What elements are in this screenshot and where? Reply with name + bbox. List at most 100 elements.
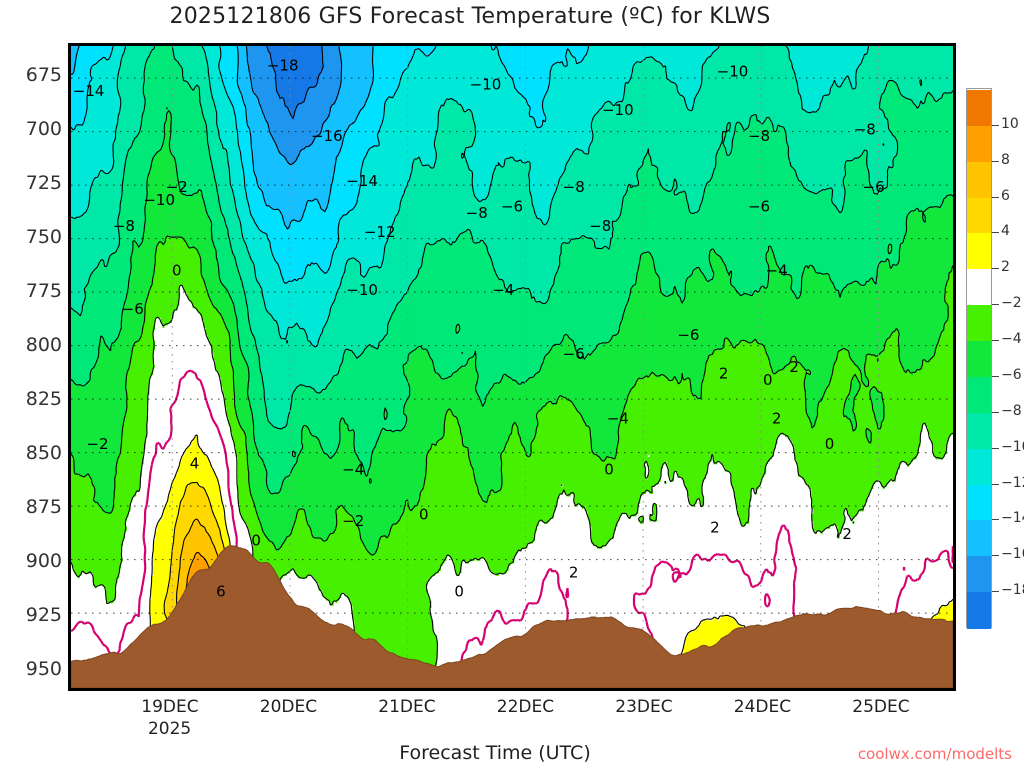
x-axis-title: Forecast Time (UTC) bbox=[399, 742, 591, 764]
credit-watermark: coolwx.com/modelts bbox=[857, 745, 1012, 763]
colorbar-tick-mark bbox=[992, 124, 999, 126]
svg-text:2: 2 bbox=[569, 563, 579, 581]
svg-text:0: 0 bbox=[825, 435, 835, 453]
y-axis-tick-675: 675 bbox=[25, 64, 62, 87]
colorbar-tick-6: 6 bbox=[1001, 187, 1010, 204]
y-axis-tick-900: 900 bbox=[25, 550, 62, 573]
svg-text:2: 2 bbox=[789, 358, 799, 376]
colorbar-band bbox=[967, 448, 991, 486]
x-axis-tick-25dec: 25DEC bbox=[852, 697, 910, 717]
colorbar-tick-mark bbox=[992, 232, 999, 234]
y-axis-tick-850: 850 bbox=[25, 442, 62, 465]
colorbar-tick-minus8: −8 bbox=[1001, 402, 1022, 419]
x-axis-tick-24dec: 24DEC bbox=[733, 697, 792, 717]
colorbar-band bbox=[967, 376, 991, 414]
contour-canvas: −14−18−16−14−12−10−10−10−10−8 −8−6−6−4−8−… bbox=[71, 46, 953, 688]
colorbar-tick-mark bbox=[992, 268, 999, 270]
svg-text:−6: −6 bbox=[122, 300, 144, 318]
colorbar: 10 8 6 4 2 −2 −4 −6 −8 −10 −12 −14 −16 −18 bbox=[966, 88, 1024, 644]
y-axis-tick-950: 950 bbox=[25, 658, 62, 681]
colorbar-band bbox=[967, 484, 991, 521]
svg-text:0: 0 bbox=[251, 531, 261, 549]
colorbar-tick-minus12: −12 bbox=[1001, 474, 1024, 491]
colorbar-tick-mark bbox=[992, 411, 999, 413]
svg-text:−2: −2 bbox=[86, 435, 108, 453]
svg-text:−10: −10 bbox=[602, 101, 634, 119]
colorbar-tick-mark bbox=[992, 447, 999, 449]
colorbar-band bbox=[967, 90, 991, 127]
svg-text:−8: −8 bbox=[563, 178, 585, 196]
svg-text:−4: −4 bbox=[766, 262, 788, 280]
y-axis: 675 700 725 750 775 800 825 850 875 900 925 950 bbox=[0, 43, 62, 691]
svg-text:2: 2 bbox=[772, 409, 782, 427]
svg-text:0: 0 bbox=[172, 262, 182, 280]
svg-text:−8: −8 bbox=[589, 217, 611, 235]
colorbar-band bbox=[967, 341, 991, 378]
colorbar-tick-minus18: −18 bbox=[1001, 582, 1024, 599]
y-axis-tick-700: 700 bbox=[25, 118, 62, 141]
y-axis-tick-875: 875 bbox=[25, 496, 62, 519]
svg-text:0: 0 bbox=[604, 461, 614, 479]
svg-text:−8: −8 bbox=[466, 204, 488, 222]
colorbar-tick-mark bbox=[992, 340, 999, 342]
y-axis-tick-775: 775 bbox=[25, 280, 62, 303]
svg-text:−6: −6 bbox=[748, 198, 770, 216]
page-title: 2025121806 GFS Forecast Temperature (ºC)… bbox=[169, 4, 771, 29]
svg-text:−14: −14 bbox=[73, 82, 105, 100]
colorbar-tick-mark bbox=[992, 555, 999, 557]
svg-text:−16: −16 bbox=[311, 127, 343, 145]
colorbar-tick-mark bbox=[992, 519, 999, 521]
svg-text:−10: −10 bbox=[470, 76, 502, 94]
x-axis-tick-21dec: 21DEC bbox=[378, 697, 436, 717]
colorbar-tick-mark bbox=[992, 160, 999, 162]
svg-text:2: 2 bbox=[710, 519, 720, 537]
colorbar-tick-minus6: −6 bbox=[1001, 366, 1022, 383]
y-axis-tick-825: 825 bbox=[25, 388, 62, 411]
svg-text:6: 6 bbox=[216, 583, 226, 601]
colorbar-tick-minus10: −10 bbox=[1001, 438, 1024, 455]
svg-text:−6: −6 bbox=[501, 198, 523, 216]
svg-text:2: 2 bbox=[842, 525, 852, 543]
colorbar-tick-mark bbox=[992, 196, 999, 198]
y-axis-tick-725: 725 bbox=[25, 172, 62, 195]
y-axis-tick-925: 925 bbox=[25, 604, 62, 627]
colorbar-band bbox=[967, 197, 991, 235]
colorbar-band bbox=[967, 592, 991, 629]
y-axis-tick-750: 750 bbox=[25, 226, 62, 249]
svg-text:−8: −8 bbox=[854, 121, 876, 139]
colorbar-band bbox=[967, 305, 991, 342]
colorbar-tick-8: 8 bbox=[1001, 151, 1010, 168]
svg-text:0: 0 bbox=[454, 583, 464, 601]
colorbar-band bbox=[967, 556, 991, 593]
svg-text:−8: −8 bbox=[113, 217, 135, 235]
terrain-surface bbox=[71, 545, 953, 688]
svg-text:−10: −10 bbox=[717, 63, 749, 81]
y-axis-tick-800: 800 bbox=[25, 334, 62, 357]
colorbar-tick-2: 2 bbox=[1001, 259, 1010, 276]
x-axis-tick-23dec: 23DEC bbox=[615, 697, 673, 717]
svg-text:−12: −12 bbox=[364, 223, 396, 241]
svg-text:−8: −8 bbox=[748, 127, 770, 145]
x-axis-year: 2025 bbox=[147, 719, 192, 739]
svg-text:4: 4 bbox=[190, 454, 200, 472]
colorbar-tick-mark bbox=[992, 591, 999, 593]
x-axis-tick-20dec: 20DEC bbox=[259, 697, 318, 717]
colorbar-band bbox=[967, 269, 991, 306]
x-axis-tick-19dec: 19DEC bbox=[141, 697, 199, 717]
colorbar-tick-mark bbox=[992, 304, 999, 306]
colorbar-tick-minus16: −16 bbox=[1001, 546, 1024, 563]
x-axis: 19DEC 20DEC 21DEC 22DEC 23DEC 24DEC 25DEC bbox=[68, 697, 956, 743]
svg-text:−18: −18 bbox=[267, 56, 299, 74]
contour-plot: −14 −18 −16 −14 −12 −10 −10 −10 −10 −8 −8 −6 −6 −4 −8−… bbox=[68, 43, 956, 691]
svg-text:−4: −4 bbox=[492, 281, 514, 299]
colorbar-tick-minus14: −14 bbox=[1001, 510, 1024, 527]
colorbar-band bbox=[967, 161, 991, 199]
svg-text:−4: −4 bbox=[607, 409, 629, 427]
colorbar-tick-mark bbox=[992, 483, 999, 485]
colorbar-tick-minus4: −4 bbox=[1001, 331, 1022, 348]
colorbar-tick-minus2: −2 bbox=[1001, 295, 1022, 312]
svg-text:−10: −10 bbox=[346, 281, 378, 299]
colorbar-gradient bbox=[966, 88, 992, 629]
colorbar-band bbox=[967, 233, 991, 270]
svg-text:−4: −4 bbox=[342, 461, 364, 479]
